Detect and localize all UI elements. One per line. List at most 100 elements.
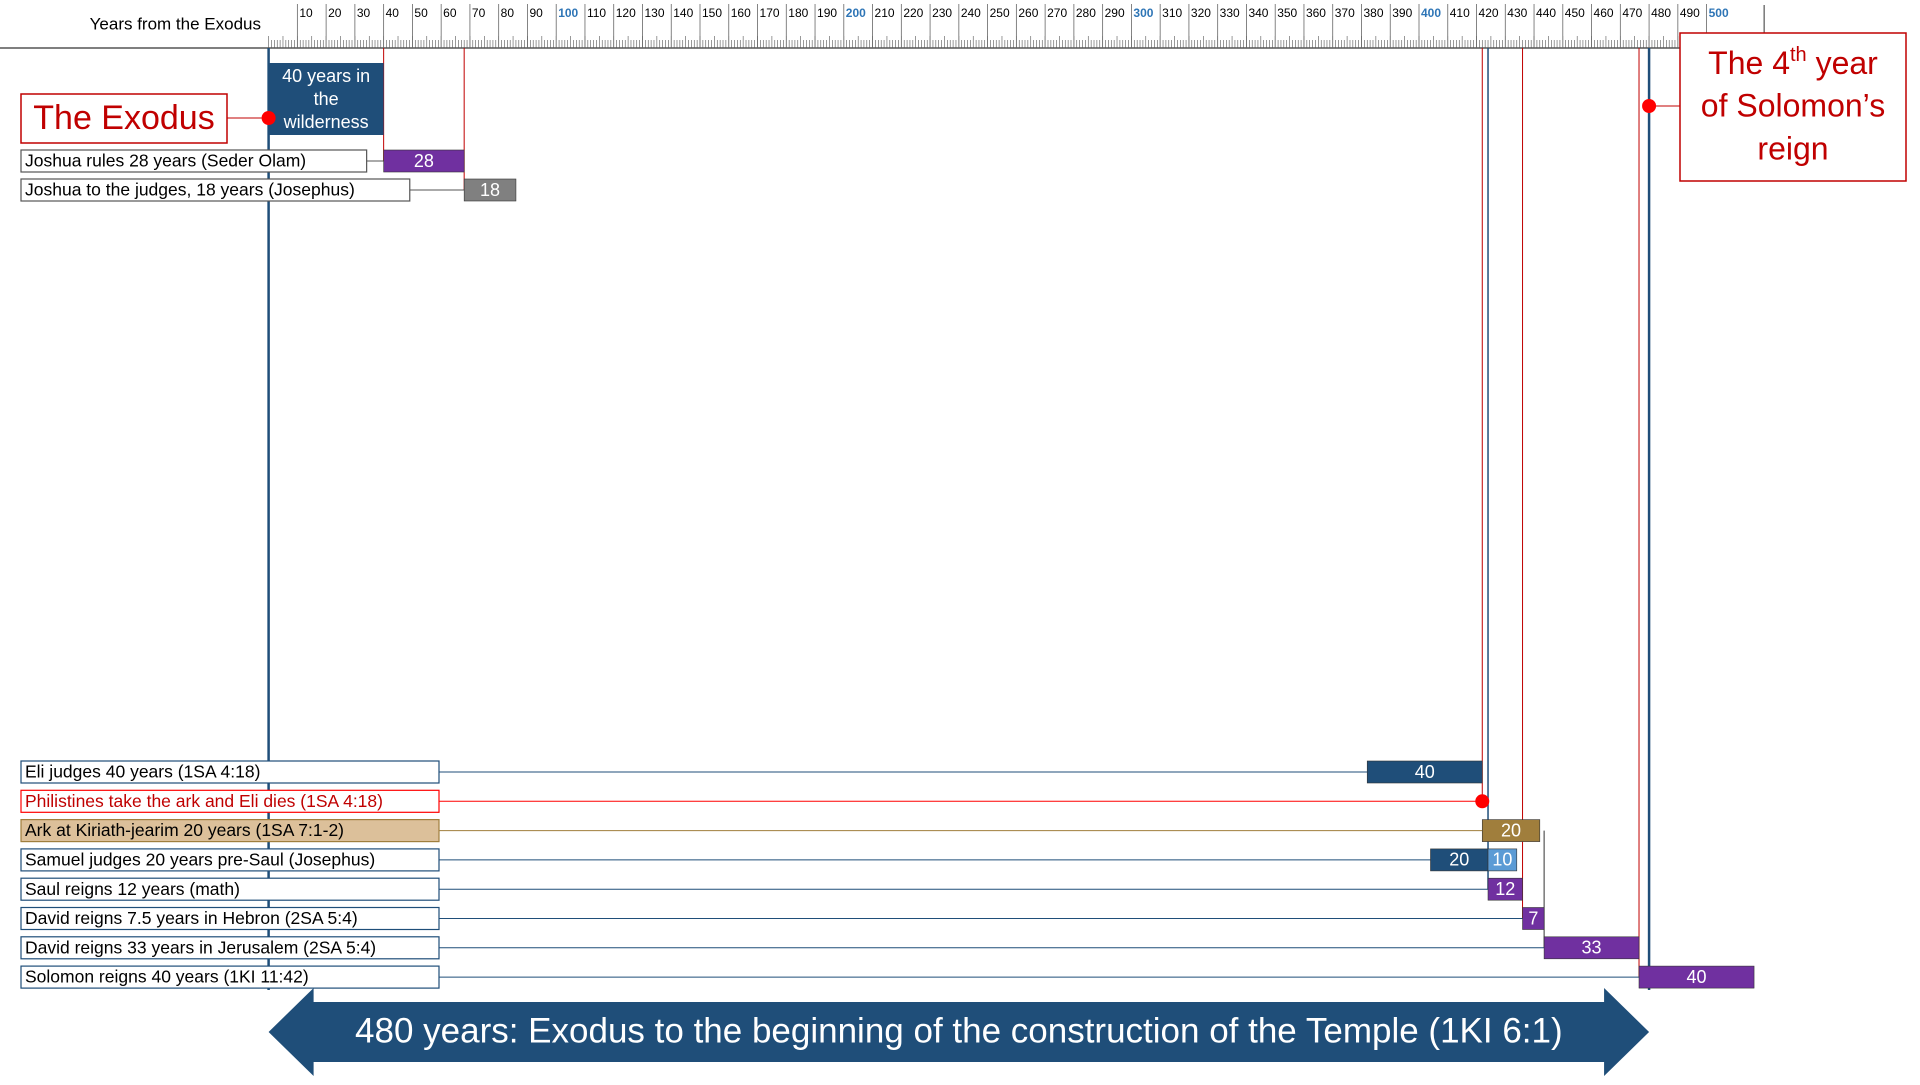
x-tick-label: 470 — [1622, 6, 1642, 20]
note-text: reign — [1757, 130, 1828, 166]
note-point — [1642, 99, 1657, 113]
x-tick-label: 480 — [1651, 6, 1671, 20]
row-label-box — [20, 877, 440, 901]
span-arrow-text: 480 years: Exodus to the beginning of th… — [355, 1011, 1563, 1050]
x-tick-label: 140 — [673, 6, 693, 20]
x-tick-label: 360 — [1306, 6, 1326, 20]
bar — [463, 178, 517, 202]
row-label-box — [20, 178, 411, 202]
x-tick-label: 120 — [616, 6, 636, 20]
row-label-box — [20, 818, 440, 843]
note-superscript: th — [1790, 44, 1807, 66]
x-tick-label: 90 — [529, 6, 543, 20]
x-tick-label: 40 — [386, 6, 400, 20]
bar — [383, 149, 465, 173]
bar — [268, 63, 384, 135]
x-tick-label: 160 — [731, 6, 751, 20]
x-tick-label: 220 — [903, 6, 923, 20]
x-tick-label: 170 — [760, 6, 780, 20]
row-label: Samuel judges 20 years pre-Saul (Josephu… — [25, 850, 375, 870]
bar — [1481, 819, 1541, 842]
x-tick-label: 350 — [1277, 6, 1297, 20]
x-tick-label: 400 — [1421, 6, 1441, 20]
x-tick-label: 300 — [1133, 6, 1153, 20]
x-tick-label: 80 — [501, 6, 515, 20]
row-label-box — [20, 848, 440, 872]
x-tick-label: 440 — [1536, 6, 1556, 20]
x-tick-label: 320 — [1191, 6, 1211, 20]
x-tick-label: 20 — [328, 6, 342, 20]
x-tick-label: 460 — [1594, 6, 1614, 20]
bar-label: 20 — [1449, 850, 1469, 870]
row-label-box — [20, 965, 440, 989]
row-label-box — [20, 936, 440, 960]
row-label: Joshua rules 28 years (Seder Olam) — [25, 151, 306, 171]
x-tick-label: 10 — [299, 6, 313, 20]
x-tick-label: 200 — [846, 6, 866, 20]
bar-label: 40 — [1687, 967, 1707, 987]
row-label: Saul reigns 12 years (math) — [25, 879, 240, 899]
bar-label: 12 — [1495, 879, 1515, 899]
x-tick-label: 270 — [1047, 6, 1067, 20]
bar-label: 28 — [414, 151, 434, 171]
axis-title: Years from the Exodus — [90, 14, 261, 33]
x-tick-label: 190 — [817, 6, 837, 20]
event-point — [1475, 794, 1490, 809]
row-label: Eli judges 40 years (1SA 4:18) — [25, 762, 260, 782]
x-tick-label: 450 — [1565, 6, 1585, 20]
x-tick-label: 290 — [1105, 6, 1125, 20]
x-tick-label: 380 — [1363, 6, 1383, 20]
x-tick-label: 260 — [1018, 6, 1038, 20]
x-tick-label: 370 — [1335, 6, 1355, 20]
x-tick-label: 310 — [1162, 6, 1182, 20]
bar-text: wilderness — [283, 112, 369, 132]
x-tick-label: 280 — [1076, 6, 1096, 20]
x-tick-label: 150 — [702, 6, 722, 20]
note-point — [261, 111, 276, 125]
x-tick-label: 420 — [1479, 6, 1499, 20]
x-tick-label: 210 — [875, 6, 895, 20]
bar-text: the — [314, 89, 339, 109]
note-box — [1679, 32, 1907, 182]
x-tick-label: 230 — [932, 6, 952, 20]
bar-label: 33 — [1582, 938, 1602, 958]
note-text: The Exodus — [33, 99, 214, 137]
bar — [1366, 760, 1483, 784]
span-arrow — [268, 988, 1650, 1076]
note-text-part: The 4 — [1708, 45, 1790, 81]
row-label: Ark at Kiriath-jearim 20 years (1SA 7:1-… — [25, 820, 344, 840]
x-tick-label: 500 — [1709, 6, 1729, 20]
x-tick-label: 70 — [472, 6, 486, 20]
bar — [1487, 877, 1523, 901]
note-text-part: year — [1807, 45, 1878, 81]
x-tick-label: 250 — [990, 6, 1010, 20]
row-label: Solomon reigns 40 years (1KI 11:42) — [25, 967, 309, 987]
bar-label: 10 — [1492, 850, 1512, 870]
row-label-box — [20, 149, 368, 173]
x-tick-label: 490 — [1680, 6, 1700, 20]
bar — [1487, 848, 1518, 872]
x-tick-label: 340 — [1248, 6, 1268, 20]
bar — [1543, 936, 1640, 960]
row-label: David reigns 33 years in Jerusalem (2SA … — [25, 937, 376, 957]
x-tick-label: 50 — [414, 6, 428, 20]
row-label-box — [20, 760, 440, 784]
bar — [1522, 907, 1545, 930]
note-box — [20, 93, 228, 144]
bar-label: 20 — [1501, 820, 1521, 840]
row-label-box — [20, 789, 440, 813]
bar — [1638, 965, 1755, 989]
bar-text: 40 years in — [282, 66, 370, 86]
x-tick-label: 410 — [1450, 6, 1470, 20]
row-label: Joshua to the judges, 18 years (Josephus… — [25, 180, 355, 200]
bar-label: 18 — [480, 180, 500, 200]
row-label: David reigns 7.5 years in Hebron (2SA 5:… — [25, 908, 358, 928]
x-tick-label: 330 — [1220, 6, 1240, 20]
note-text: of Solomon’s — [1701, 87, 1885, 123]
x-tick-label: 130 — [644, 6, 664, 20]
bar-label: 7 — [1528, 908, 1538, 928]
x-tick-label: 100 — [558, 6, 578, 20]
row-label: Philistines take the ark and Eli dies (1… — [25, 791, 383, 811]
x-tick-label: 60 — [443, 6, 457, 20]
note-text: The 4th year — [1708, 44, 1878, 81]
